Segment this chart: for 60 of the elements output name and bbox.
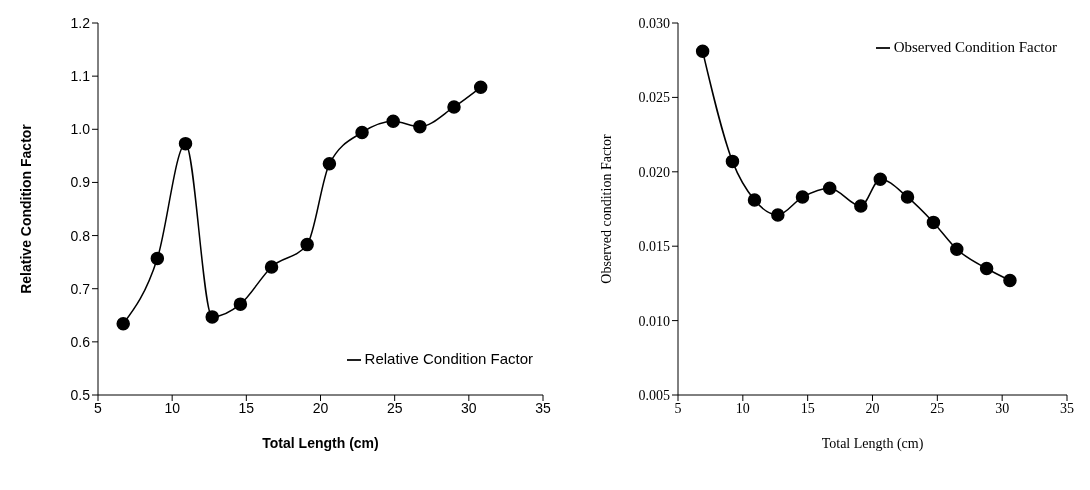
point: [771, 208, 785, 222]
y-tick-label: 0.7: [70, 280, 91, 297]
x-tick-label: 30: [461, 399, 477, 416]
point: [900, 190, 915, 204]
legend-label: Observed Condition Factor: [893, 39, 1057, 55]
y-tick-label: 1.2: [70, 14, 91, 31]
y-tick-label: 1.1: [70, 68, 91, 85]
point: [873, 172, 888, 186]
point: [795, 190, 810, 204]
x-tick-label: 25: [386, 399, 403, 416]
point: [322, 157, 337, 171]
point: [205, 310, 219, 324]
x-tick-label: 5: [674, 400, 682, 416]
point: [747, 193, 762, 207]
x-tick-label: 10: [735, 400, 750, 416]
x-axis-title: Total Length (cm): [262, 435, 379, 451]
y-tick-label: 0.9: [70, 174, 91, 191]
y-tick-label: 0.025: [638, 90, 670, 106]
y-axis-title: Relative Condition Factor: [17, 123, 34, 294]
y-tick-label: 0.020: [638, 164, 670, 180]
point: [1003, 273, 1017, 288]
x-tick-label: 20: [312, 399, 329, 416]
point: [979, 261, 994, 276]
x-tick-label: 15: [800, 400, 815, 416]
x-tick-label: 5: [94, 399, 103, 416]
point: [178, 136, 193, 151]
point: [116, 317, 130, 331]
legend-label: Relative Condition Factor: [364, 350, 533, 367]
point: [854, 199, 868, 213]
point: [300, 237, 314, 252]
y-tick-label: 0.010: [638, 313, 670, 329]
point: [950, 242, 964, 256]
x-tick-label: 35: [1060, 400, 1074, 416]
point: [264, 260, 279, 274]
y-tick-label: 0.005: [638, 387, 670, 403]
x-tick-label: 35: [535, 399, 551, 416]
x-tick-label: 10: [164, 399, 181, 416]
point: [473, 80, 488, 95]
y-tick-label: 0.030: [638, 15, 670, 31]
y-tick-label: 0.5: [70, 386, 91, 403]
point: [233, 297, 248, 311]
point: [695, 44, 710, 59]
point: [725, 154, 740, 169]
point: [926, 215, 941, 230]
point: [822, 181, 837, 195]
point: [386, 114, 400, 129]
point: [447, 100, 461, 114]
x-tick-label: 15: [238, 399, 255, 416]
point: [355, 125, 369, 140]
y-tick-label: 0.6: [70, 333, 91, 350]
x-axis-title: Total Length (cm): [821, 436, 924, 452]
y-tick-label: 0.015: [638, 239, 670, 255]
y-tick-label: 1.0: [70, 121, 91, 138]
x-tick-label: 30: [995, 400, 1010, 416]
y-tick-label: 0.8: [70, 227, 91, 244]
x-tick-label: 20: [865, 400, 880, 416]
point: [413, 119, 427, 134]
x-tick-label: 25: [930, 400, 945, 416]
point: [150, 251, 165, 266]
y-axis-title: Observed condition Factor: [598, 134, 614, 284]
